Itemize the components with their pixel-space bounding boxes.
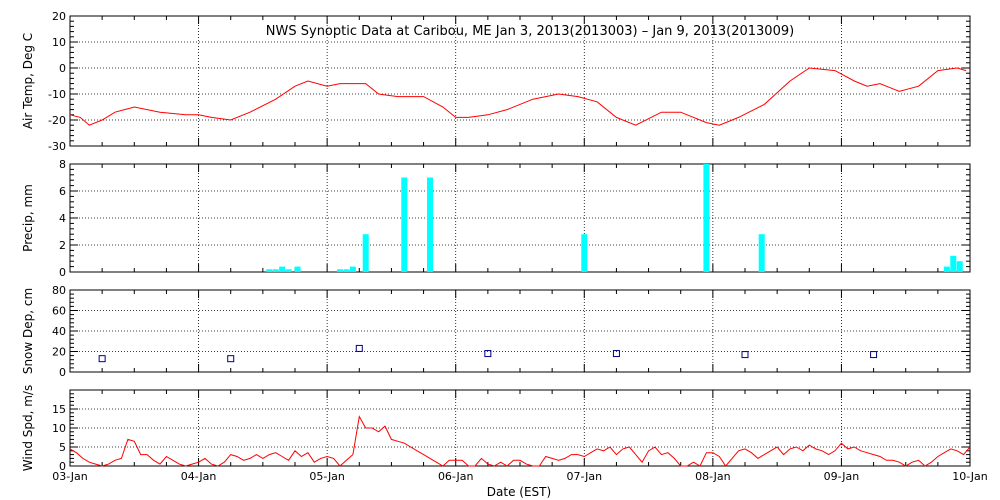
precip-bar: [266, 269, 273, 272]
precip-bar: [581, 234, 588, 272]
precip-bar: [956, 261, 963, 272]
x-axis-label: Date (EST): [487, 485, 551, 499]
precip-bar: [349, 266, 356, 272]
air-temp-y-axis-label: Air Temp, Deg C: [21, 33, 35, 129]
precip-bar: [950, 255, 957, 272]
x-tick-label: 07-Jan: [567, 470, 603, 483]
precip-bar: [285, 269, 292, 272]
precip-bar: [401, 177, 408, 272]
x-tick-label: 10-Jan: [952, 470, 988, 483]
air-temp-ytick-label: -20: [48, 114, 66, 127]
air-temp-ytick-label: 10: [52, 36, 66, 49]
precip-bar: [343, 269, 350, 272]
x-tick-label: 04-Jan: [181, 470, 217, 483]
x-tick-label: 09-Jan: [824, 470, 860, 483]
panels: -30 -20 -10 0 10 20 Air Temp, Deg C 0 2 4 6 8 Precip…: [21, 10, 988, 483]
precip-ytick-label: 4: [59, 212, 66, 225]
air-temp-panel: -30 -20 -10 0 10 20 Air Temp, Deg C: [21, 10, 971, 153]
precip-ytick-label: 6: [59, 185, 66, 198]
snow-depth-ytick-label: 20: [52, 346, 66, 359]
snow-depth-point: [612, 350, 620, 358]
snow-depth-ytick-label: 60: [52, 305, 66, 318]
precip-bar: [294, 266, 301, 272]
x-tick-label: 05-Jan: [309, 470, 345, 483]
wind-speed-y-axis-label: Wind Spd, m/s: [21, 385, 35, 471]
wind-speed-panel: 0 5 10 15 Wind Spd, m/s: [21, 385, 971, 473]
snow-depth-point: [870, 351, 878, 359]
snow-depth-panel: 0 20 40 60 80 Snow Dep, cm: [21, 284, 971, 379]
wind-speed-series-line: [69, 415, 971, 467]
snow-depth-point: [355, 344, 363, 352]
precip-bar: [362, 234, 369, 272]
wind-speed-ytick-label: 15: [52, 403, 66, 416]
precip-panel: 0 2 4 6 8 Precip, mm: [21, 158, 971, 279]
precip-ytick-label: 8: [59, 158, 66, 171]
snow-depth-point: [98, 355, 106, 363]
precip-y-axis-label: Precip, mm: [21, 184, 35, 252]
precip-ytick-label: 2: [59, 239, 66, 252]
precip-bar: [703, 164, 710, 272]
snow-depth-y-axis-label: Snow Dep, cm: [21, 288, 35, 374]
precip-bar: [758, 234, 765, 272]
precip-bar: [337, 269, 343, 272]
x-tick-label: 06-Jan: [438, 470, 474, 483]
chart-title: NWS Synoptic Data at Caribou, ME Jan 3, …: [266, 24, 794, 39]
precip-bar: [279, 266, 286, 272]
x-tick-label: 08-Jan: [695, 470, 731, 483]
precip-ytick-label: 0: [59, 266, 66, 279]
snow-depth-ytick-label: 0: [59, 366, 66, 379]
precip-bar: [272, 269, 279, 272]
snow-depth-ytick-label: 80: [52, 284, 66, 297]
precip-bar: [427, 177, 433, 272]
wind-speed-ytick-label: 5: [59, 441, 66, 454]
wind-speed-ytick-label: 10: [52, 422, 66, 435]
snow-depth-point: [484, 350, 492, 358]
air-temp-ytick-label: 20: [52, 10, 66, 23]
air-temp-ytick-label: -30: [48, 140, 66, 153]
air-temp-series-line: [69, 67, 967, 126]
snow-depth-ytick-label: 40: [52, 325, 66, 338]
precip-bar: [943, 266, 950, 272]
snow-depth-point: [741, 351, 749, 359]
air-temp-ytick-label: 0: [59, 62, 66, 75]
air-temp-ytick-label: -10: [48, 88, 66, 101]
wind-speed-ytick-label: 0: [59, 460, 66, 473]
x-tick-label: 03-Jan: [52, 470, 88, 483]
snow-depth-point: [227, 355, 235, 363]
